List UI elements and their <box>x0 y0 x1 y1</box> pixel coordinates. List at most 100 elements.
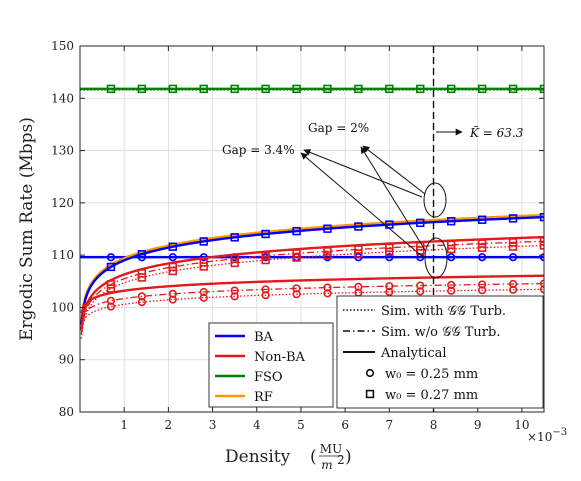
x-scale-base: ×10 <box>527 430 552 444</box>
gap1-arrow-upper <box>362 145 426 195</box>
data-point-square <box>168 242 177 251</box>
annotation-gap-2pct: Gap = 2% <box>308 121 369 135</box>
legend-right-label: Sim. with 𝒢𝒢 Turb. <box>381 304 506 319</box>
data-point-square <box>137 249 147 259</box>
series-line-sim-without-turb <box>80 282 544 322</box>
data-point-circle <box>354 282 363 291</box>
series-line-analytical <box>80 274 544 314</box>
data-point-circle <box>508 285 518 294</box>
series-line-sim-without-turb <box>80 240 544 335</box>
x-tick-label: 9 <box>474 418 482 432</box>
legend-right-item: Sim. with 𝒢𝒢 Turb. <box>343 304 506 319</box>
data-point-circle <box>230 286 239 295</box>
data-point-square <box>354 84 363 94</box>
data-point-square <box>292 226 301 236</box>
plot-frame <box>79 45 545 413</box>
data-point-square <box>168 84 177 94</box>
y-tick-label: 150 <box>51 39 74 53</box>
data-point-square <box>106 262 116 272</box>
x-tick-label: 4 <box>253 418 261 432</box>
data-point-square <box>477 215 487 224</box>
gap1-arrow-lower <box>360 146 426 251</box>
gap2-arrow-upper <box>303 149 423 198</box>
data-point-circle <box>478 253 487 262</box>
x-axis-title: Density (MU m 2) <box>225 442 352 472</box>
y-tick-label: 130 <box>51 144 74 158</box>
y-tick-label: 110 <box>51 248 74 262</box>
gap2-arrow-lower <box>300 152 425 259</box>
series-ba-3 <box>80 212 544 326</box>
data-point-circle <box>168 295 177 304</box>
x-axis-unit-denominator: m <box>321 458 332 472</box>
x-scale-factor: ×10−3 <box>527 427 567 444</box>
x-tick-label: 5 <box>297 418 305 432</box>
data-point-circle <box>447 286 456 295</box>
axes-layer: 1 2 3 4 5 6 7 8 9 10 80 90 100 110 120 130 140 150 ×10−3 Er… <box>17 39 567 472</box>
data-point-circle <box>199 287 208 297</box>
data-point-circle <box>416 287 425 296</box>
data-point-circle <box>539 253 544 262</box>
series-rf-2 <box>80 213 544 323</box>
x-axis-title-paren-open: ( <box>310 447 317 467</box>
legend-left-label: Non-BA <box>254 350 306 365</box>
legend-left-item: Non-BA <box>215 350 306 365</box>
data-point-square <box>261 229 270 239</box>
data-point-square <box>323 84 332 94</box>
data-point-square <box>261 84 270 94</box>
data-point-square <box>354 222 363 231</box>
data-point-square <box>230 233 239 242</box>
data-point-circle <box>478 286 487 295</box>
series-nonba-5 <box>80 274 544 327</box>
data-point-square <box>137 84 147 94</box>
legend-right-label: w₀ = 0.25 mm <box>385 367 478 382</box>
x-tick-label: 1 <box>120 418 128 432</box>
data-point-circle <box>106 296 116 305</box>
data-point-square <box>323 224 332 233</box>
series-fso-0 <box>80 84 544 94</box>
legend-right-item: Analytical <box>343 346 447 361</box>
series-line-analytical <box>80 213 544 323</box>
x-tick-label: 7 <box>386 418 394 432</box>
legend-left: BA Non-BA FSO RF <box>208 322 334 408</box>
legend-right-marker-circle <box>365 368 375 378</box>
data-point-circle <box>508 253 518 262</box>
legend-layer: BA Non-BA FSO RF Sim. with 𝒢𝒢 Turb. Sim. w/o … <box>208 295 544 409</box>
data-point-square <box>199 84 208 94</box>
series-nonba-4 <box>80 235 544 339</box>
x-tick-label: 6 <box>341 418 349 432</box>
legend-left-label: BA <box>254 330 274 345</box>
series-line-analytical <box>80 235 544 331</box>
gap-ellipse-lower <box>424 237 448 279</box>
legend-left-item: FSO <box>215 370 283 385</box>
x-axis-title-paren-close: ) <box>345 447 352 467</box>
legend-right-label: Sim. w/o 𝒢𝒢 Turb. <box>381 325 500 340</box>
series-line-analytical <box>80 215 544 326</box>
x-tick-label: 10 <box>514 418 529 432</box>
data-point-circle <box>199 293 208 302</box>
legend-right-label: Analytical <box>380 346 447 361</box>
series-layer <box>80 84 544 339</box>
x-tick-label: 2 <box>165 418 173 432</box>
x-tick-label: 8 <box>430 418 438 432</box>
data-point-square <box>385 84 394 94</box>
annotation-gap-3-4pct: Gap = 3.4% <box>222 143 295 157</box>
y-tick-label: 80 <box>59 405 74 419</box>
data-point-square <box>446 217 456 226</box>
x-axis-unit-denominator-exp: 2 <box>337 453 345 467</box>
data-point-circle <box>106 253 116 262</box>
data-point-circle <box>292 284 301 293</box>
legend-left-item: RF <box>215 390 273 405</box>
y-tick-label: 100 <box>51 300 74 314</box>
data-point-circle <box>292 290 301 299</box>
data-point-square <box>477 84 487 94</box>
data-point-circle <box>137 292 146 301</box>
y-tick-label: 140 <box>51 91 74 105</box>
y-tick-label: 120 <box>51 196 74 210</box>
x-tick-label: 3 <box>209 418 217 432</box>
legend-right-item: w₀ = 0.27 mm <box>365 388 478 403</box>
series-line-sim <box>80 244 544 339</box>
x-axis-unit-numerator: MU <box>320 442 342 456</box>
annotation-layer: Gap = 2% Gap = 3.4% K̄ = 63.3 <box>222 46 524 412</box>
